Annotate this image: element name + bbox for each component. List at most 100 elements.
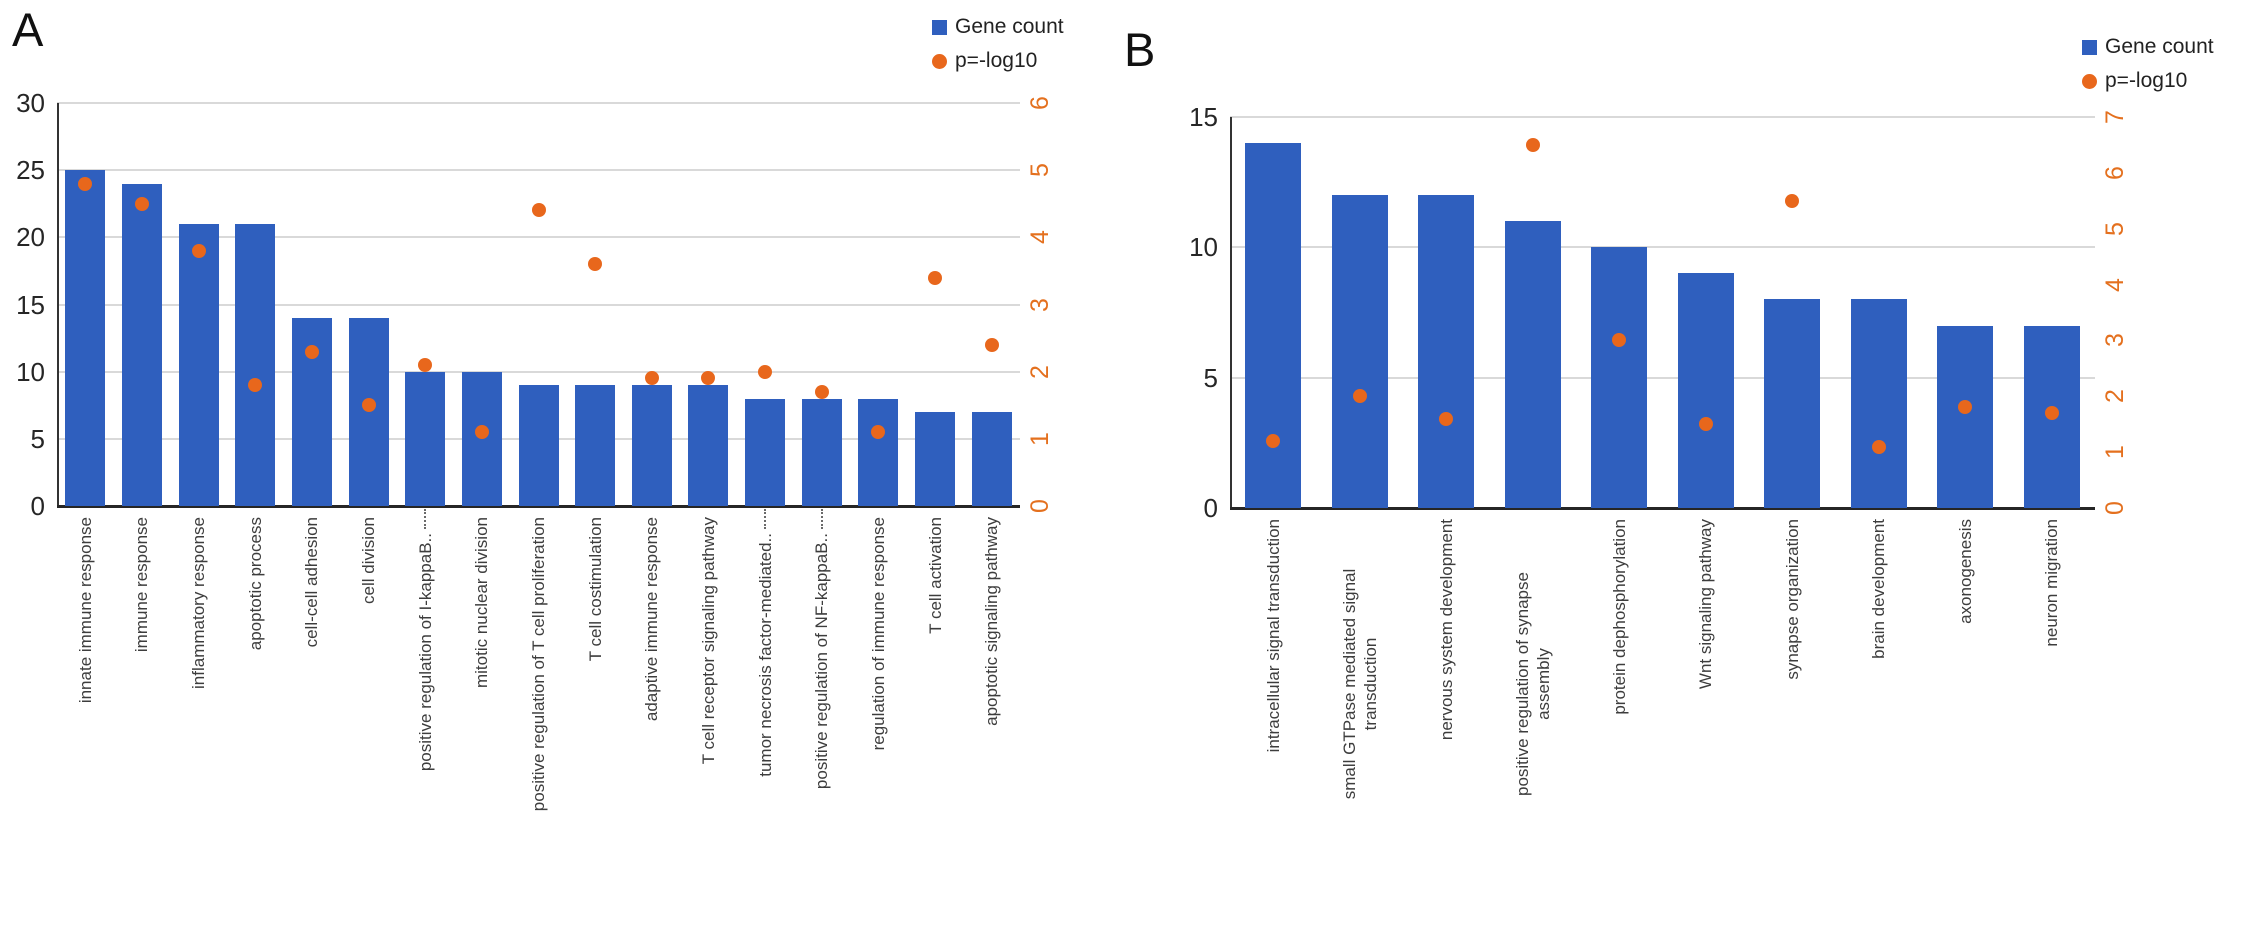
y-axis-line — [1230, 117, 1232, 508]
leader-line — [764, 509, 767, 529]
scatter-dot — [304, 344, 319, 359]
right-tick-label: 1 — [1025, 431, 1054, 446]
scatter-dot — [928, 270, 943, 285]
p-log10-swatch-icon — [932, 53, 947, 69]
x-category-label: regulation of immune response — [868, 517, 888, 751]
bar — [1764, 299, 1821, 508]
scatter-dot — [1871, 439, 1886, 454]
bar — [915, 411, 956, 506]
bar — [121, 183, 162, 506]
right-tick-label: 1 — [2100, 445, 2129, 460]
right-tick-label: 5 — [2100, 221, 2129, 236]
scatter-dot — [191, 243, 206, 258]
scatter-dot — [588, 257, 603, 272]
x-category-label: mitotic nuclear division — [472, 517, 492, 689]
x-category-label: small GTPase mediated signal transductio… — [1339, 568, 1380, 800]
bar — [1591, 247, 1648, 508]
legend-label-p-log10: p=-log10 — [2105, 69, 2188, 92]
left-tick-label: 5 — [30, 423, 45, 454]
leader-line — [820, 509, 823, 529]
x-category-label: apoptotic process — [245, 517, 265, 651]
scatter-dot — [78, 176, 93, 191]
scatter-dot — [701, 371, 716, 386]
bar — [235, 223, 276, 506]
x-category-label: tumor necrosis factor-mediated.. — [755, 533, 775, 777]
legend-entry-p-log10: p=-log10 — [932, 44, 1064, 78]
bar — [65, 170, 106, 506]
left-tick-label: 30 — [16, 88, 45, 118]
legend-entry-gene-count: Gene count — [2082, 30, 2214, 64]
left-tick-label: 0 — [30, 491, 45, 521]
bar — [745, 398, 786, 506]
right-tick-label: 2 — [2100, 389, 2129, 404]
legend-label-gene-count: Gene count — [955, 15, 1064, 38]
gene-count-swatch-icon — [2082, 39, 2097, 55]
x-category-label: immune response — [132, 517, 152, 653]
left-tick-label: 10 — [16, 356, 45, 387]
bar — [858, 398, 899, 506]
bar — [971, 411, 1012, 506]
right-tick-label: 4 — [1025, 230, 1054, 245]
scatter-dot — [1612, 333, 1627, 348]
bar — [688, 385, 729, 506]
x-axis-line — [57, 505, 1020, 508]
legend-panel-a: Gene count p=-log10 — [932, 10, 1064, 78]
x-axis-line — [1230, 507, 2095, 510]
x-category-label: intracellular signal transduction — [1263, 519, 1283, 753]
x-category-label: T cell costimulation — [585, 517, 605, 662]
x-category-label: cell-cell adhesion — [302, 517, 322, 648]
right-tick-label: 4 — [2100, 277, 2129, 292]
scatter-dot — [134, 196, 149, 211]
scatter-dot — [814, 384, 829, 399]
bar — [575, 385, 616, 506]
panel-label-a: A — [12, 3, 45, 56]
bar — [1504, 221, 1561, 508]
gridline — [57, 303, 1020, 306]
legend-label-gene-count: Gene count — [2105, 35, 2214, 58]
legend-entry-gene-count: Gene count — [932, 10, 1064, 44]
x-category-label: brain development — [1869, 519, 1889, 659]
x-category-label: inflammatory response — [189, 517, 209, 689]
scatter-dot — [1266, 433, 1281, 448]
bar — [801, 398, 842, 506]
left-tick-label: 15 — [16, 289, 45, 320]
scatter-dot — [1698, 417, 1713, 432]
x-category-label: cell division — [359, 517, 379, 604]
gridline — [1230, 116, 2095, 118]
x-category-label: synapse organization — [1782, 519, 1802, 680]
scatter-dot — [984, 337, 999, 352]
gridline — [57, 102, 1020, 104]
left-tick-label: 20 — [16, 222, 45, 253]
left-tick-label: 0 — [1203, 493, 1218, 523]
x-category-label: positive regulation of synapse assembly — [1512, 572, 1553, 796]
gridline — [57, 370, 1020, 373]
right-tick-label: 7 — [2100, 110, 2129, 124]
bar — [1245, 143, 1302, 508]
left-tick-label: 10 — [1189, 232, 1218, 263]
x-category-label: innate immune response — [75, 517, 95, 704]
legend-label-p-log10: p=-log10 — [955, 49, 1038, 72]
bar — [178, 223, 219, 506]
legend-panel-b: Gene count p=-log10 — [2082, 30, 2214, 98]
scatter-dot — [1439, 411, 1454, 426]
right-tick-label: 5 — [1025, 163, 1054, 178]
bar — [1331, 195, 1388, 508]
right-tick-label: 2 — [1025, 364, 1054, 379]
right-tick-label: 6 — [1025, 96, 1054, 110]
gene-count-swatch-icon — [932, 19, 947, 35]
x-category-label: positive regulation of I-kappaB.. — [415, 533, 435, 772]
right-tick-label: 3 — [1025, 297, 1054, 312]
scatter-dot — [871, 425, 886, 440]
scatter-dot — [474, 425, 489, 440]
right-tick-label: 0 — [2100, 501, 2129, 515]
x-category-label: positive regulation of NF-kappaB.. — [812, 533, 832, 790]
bar — [1937, 325, 1994, 508]
scatter-dot — [531, 203, 546, 218]
scatter-dot — [758, 364, 773, 379]
x-category-label: nervous system development — [1436, 519, 1456, 741]
x-category-label: protein dephosphorylation — [1609, 519, 1629, 715]
scatter-dot — [418, 357, 433, 372]
panel-label-b: B — [1124, 23, 1157, 76]
scatter-dot — [248, 378, 263, 393]
